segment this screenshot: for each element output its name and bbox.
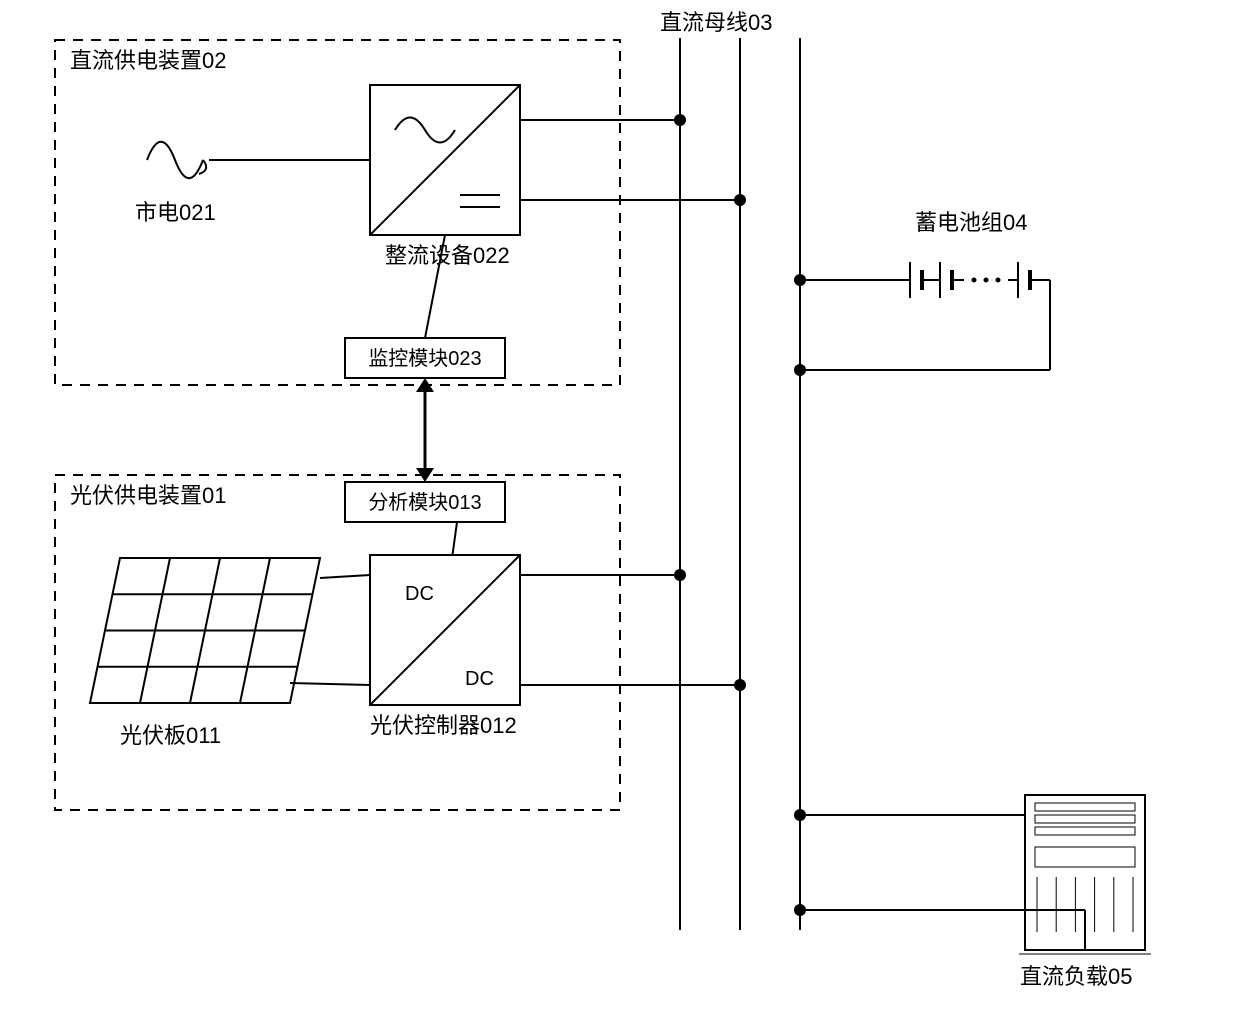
- analysis-label: 分析模块013: [368, 491, 481, 514]
- monitor-label: 监控模块023: [368, 347, 481, 370]
- pv-supply-box: [55, 475, 620, 810]
- dc-load-label: 直流负载05: [1020, 964, 1132, 989]
- mains-label: 市电021: [135, 200, 216, 225]
- rectifier-label: 整流设备022: [385, 243, 510, 268]
- ac-icon: [395, 118, 455, 143]
- pv-supply-label: 光伏供电装置01: [70, 483, 226, 508]
- mains-icon: [147, 142, 203, 178]
- dc-label-1: DC: [405, 583, 434, 605]
- pv-controller-label: 光伏控制器012: [370, 713, 517, 738]
- dc-bus-label: 直流母线03: [660, 10, 772, 35]
- dc-label-2: DC: [465, 668, 494, 690]
- pv-panel-label: 光伏板011: [120, 723, 221, 748]
- battery-label: 蓄电池组04: [915, 210, 1027, 235]
- dc-supply-label: 直流供电装置02: [70, 48, 226, 73]
